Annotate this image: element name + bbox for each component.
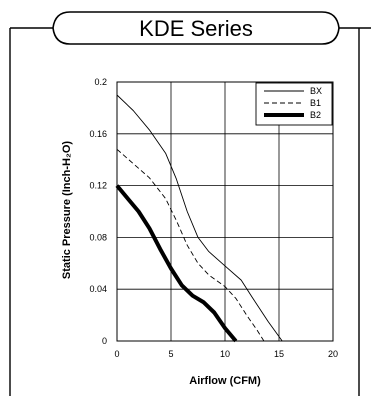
plot-area: 0 5 10 15 20 0 0.04 0.08 0.12 0.16 0.2 BX B1 B2 <box>89 77 338 359</box>
y-tick-label: 0.12 <box>89 181 107 191</box>
y-tick-label: 0.08 <box>89 232 107 242</box>
title-tab: KDE Series <box>52 11 340 45</box>
page-title: KDE Series <box>139 16 253 41</box>
y-axis-label: Static Pressure (Inch-H₂O) <box>61 141 73 279</box>
title-tab-border <box>52 11 340 45</box>
x-tick-label: 10 <box>220 349 230 359</box>
x-tick-label: 5 <box>168 349 173 359</box>
series-line-b2 <box>115 184 238 343</box>
y-tick-label: 0 <box>102 336 107 346</box>
legend-label-bx: BX <box>310 86 322 96</box>
legend-label-b1: B1 <box>310 98 321 108</box>
y-tick-label: 0.2 <box>94 77 107 87</box>
x-tick-label: 20 <box>328 349 338 359</box>
legend-label-b2: B2 <box>310 110 321 120</box>
y-tick-label: 0.16 <box>89 129 107 139</box>
series-line-b1 <box>116 148 265 342</box>
legend-box <box>255 82 333 126</box>
series-line-bx <box>116 94 283 342</box>
y-tick-label: 0.04 <box>89 284 107 294</box>
x-tick-label: 0 <box>114 349 119 359</box>
x-axis-label: Airflow (CFM) <box>189 375 261 387</box>
x-tick-label: 15 <box>274 349 284 359</box>
plot-border <box>116 81 334 342</box>
